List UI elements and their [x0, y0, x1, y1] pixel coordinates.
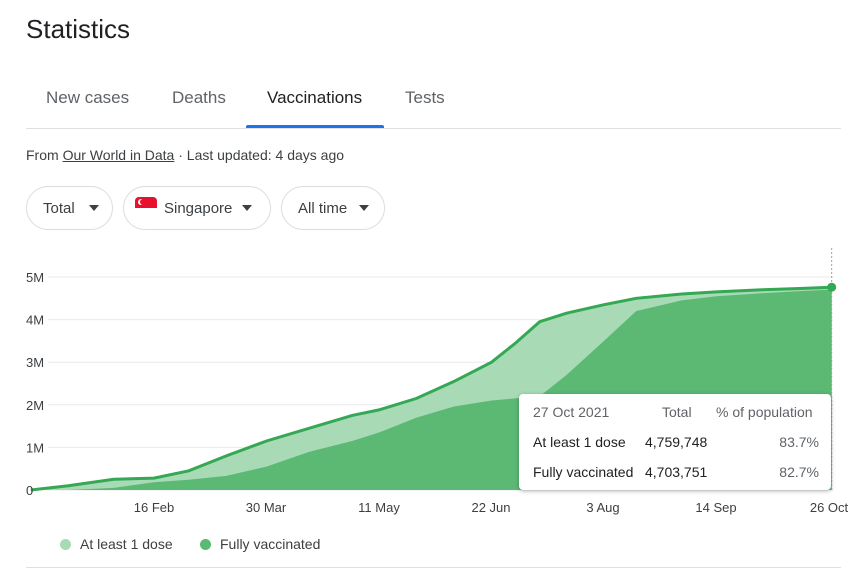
tooltip-row-label: At least 1 dose [533, 434, 626, 450]
tab-deaths[interactable]: Deaths [172, 88, 226, 107]
hover-point [827, 282, 837, 292]
tooltip-col-total: Total [662, 404, 692, 420]
y-tick-label: 4M [26, 313, 44, 328]
legend-item-fully-vaccinated[interactable]: Fully vaccinated [200, 536, 320, 552]
legend-label: Fully vaccinated [220, 536, 321, 552]
caret-down-icon [88, 205, 99, 211]
range-dropdown[interactable]: All time [281, 186, 385, 230]
tab-vaccinations[interactable]: Vaccinations [267, 88, 363, 107]
x-tick-label: 3 Aug [586, 500, 619, 515]
x-tick-label: 16 Feb [134, 500, 174, 515]
legend-item-at-least-1-dose[interactable]: At least 1 dose [60, 536, 173, 552]
page-title: Statistics [26, 14, 131, 44]
legend-label: At least 1 dose [80, 536, 173, 552]
tab-new-cases[interactable]: New cases [46, 88, 130, 107]
caret-down-icon [359, 205, 370, 211]
caret-down-icon [242, 205, 253, 211]
metric-dropdown[interactable]: Total [26, 186, 113, 230]
source-link[interactable]: Our World in Data [62, 147, 175, 163]
x-tick-label: 14 Sep [695, 500, 736, 515]
y-tick-label: 1M [26, 440, 44, 455]
last-updated: · Last updated: 4 days ago [174, 147, 345, 163]
range-label: All time [298, 199, 348, 217]
tooltip-row-label: Fully vaccinated [533, 464, 634, 480]
tooltip-date: 27 Oct 2021 [533, 404, 610, 420]
y-tick-label: 5M [26, 270, 44, 285]
chart-tooltip: 27 Oct 2021 Total % of population At lea… [519, 394, 831, 490]
legend-swatch [200, 538, 211, 550]
singapore-flag-icon [135, 197, 157, 219]
y-tick-label: 2M [26, 398, 44, 413]
tab-tests[interactable]: Tests [405, 88, 445, 107]
tooltip-row-pct: 83.7% [779, 434, 819, 450]
country-label: Singapore [164, 199, 233, 217]
x-tick-label: 11 May [358, 500, 400, 515]
metric-label: Total [43, 199, 75, 217]
tooltip-row-total: 4,703,751 [645, 464, 708, 480]
x-tick-label: 26 Oct [810, 500, 849, 515]
tab-bar: New cases Deaths Vaccinations Tests [26, 72, 841, 129]
y-tick-label: 0 [26, 483, 33, 498]
y-tick-label: 3M [26, 355, 44, 370]
tooltip-col-pct: % of population [716, 404, 813, 420]
line-at-least-1-dose [30, 285, 832, 492]
active-tab-indicator [246, 125, 384, 128]
source-line: From Our World in Data · Last updated: 4… [26, 147, 344, 163]
source-prefix: From [26, 147, 63, 163]
x-tick-label: 30 Mar [246, 500, 287, 515]
country-dropdown[interactable]: Singapore [123, 186, 271, 230]
tooltip-row-pct: 82.7% [779, 464, 819, 480]
divider [26, 567, 841, 568]
legend-swatch [60, 538, 71, 550]
tooltip-row-total: 4,759,748 [645, 434, 708, 450]
x-tick-label: 22 Jun [471, 500, 510, 515]
